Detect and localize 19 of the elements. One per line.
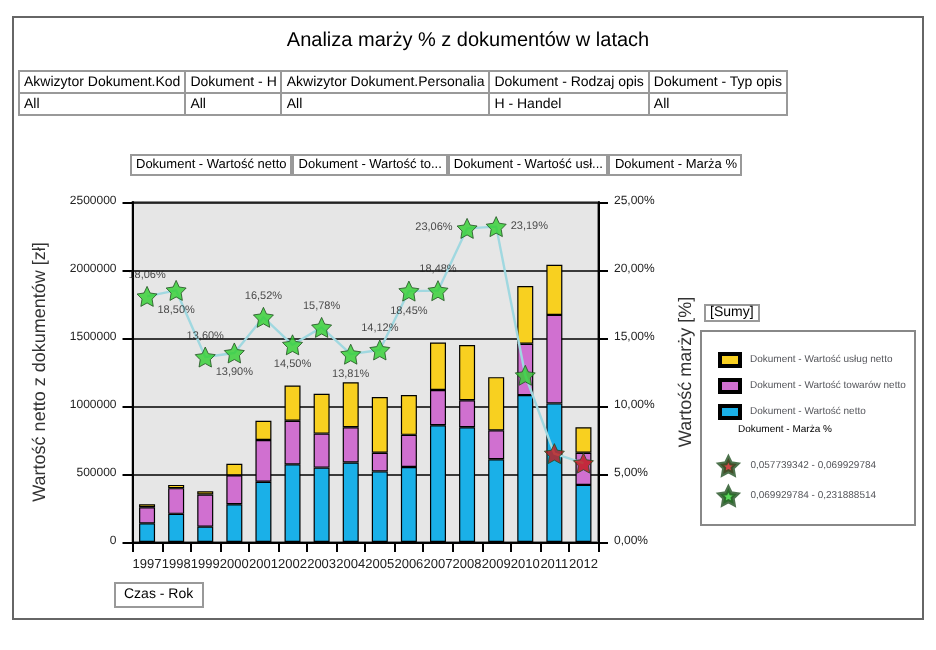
point: [427, 280, 449, 302]
point: [165, 279, 187, 301]
point: [514, 364, 536, 386]
point: [282, 334, 304, 356]
point: [543, 443, 565, 465]
point: [456, 217, 478, 239]
point: [369, 339, 391, 361]
y2-axis-title: Wartość marży [%]: [675, 296, 696, 448]
point: [252, 306, 274, 328]
point: [311, 316, 333, 338]
point: [572, 452, 594, 474]
point: [340, 343, 362, 365]
y-axis-title: Wartość netto z dokumentów [zł]: [29, 242, 49, 502]
point: [223, 342, 245, 364]
chart-title: Analiza marży % z dokumentów w latach: [284, 30, 652, 52]
point: [136, 285, 158, 307]
point: [485, 216, 507, 238]
point: [398, 280, 420, 302]
point: [194, 346, 216, 368]
